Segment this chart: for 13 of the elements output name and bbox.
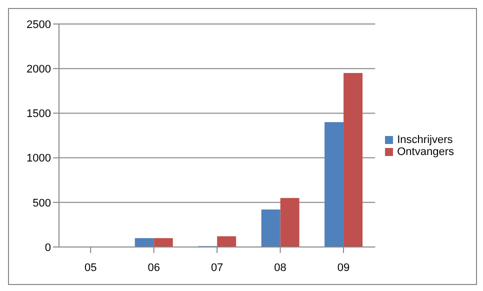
- x-tick-label: 06: [148, 262, 160, 274]
- x-tick-label: 08: [274, 262, 286, 274]
- x-tick-label: 07: [210, 262, 224, 274]
- y-tick-label: 0: [44, 242, 51, 254]
- y-tick-label: 2000: [26, 64, 51, 76]
- legend-label: Inschrijvers: [397, 134, 453, 146]
- x-tick-label: 09: [337, 262, 350, 274]
- y-tick-label: 1500: [26, 108, 51, 120]
- x-tick-label: 05: [84, 262, 97, 274]
- legend-label: Ontvangers: [397, 146, 454, 158]
- y-tick-label: 1000: [26, 152, 51, 165]
- y-tick-label: 500: [32, 197, 51, 210]
- y-tick-label: 2500: [26, 18, 51, 31]
